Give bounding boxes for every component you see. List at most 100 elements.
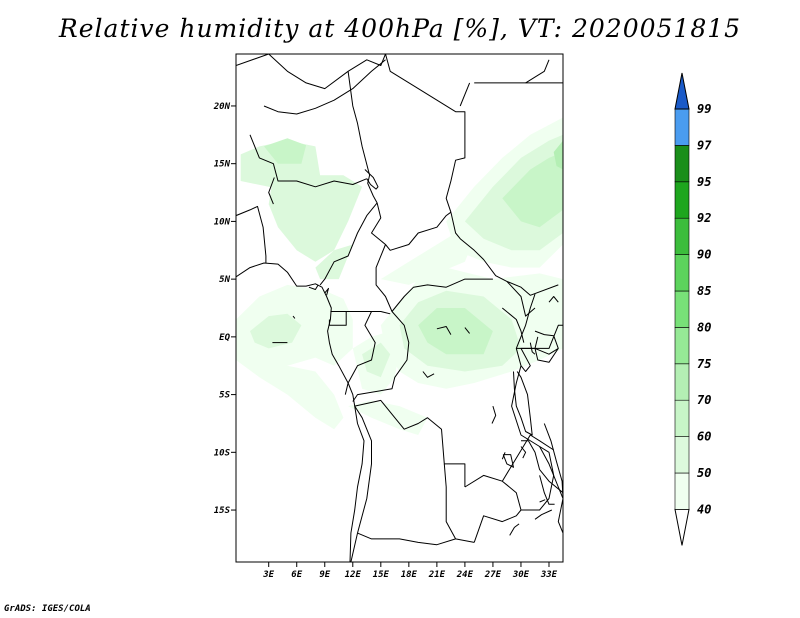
boundary-layer [236,54,563,562]
humidity-region-5 [236,360,344,430]
coastline-18 [502,454,514,468]
country-border-25 [520,348,531,372]
country-border-13 [375,244,493,312]
country-border-0 [236,54,269,66]
lon-tick-label: 21E [428,570,446,580]
map-axes: 20N 15N 10N 5N EQ 5S 10S 15S 3E 6E 9E 12E 15E 18E 21E 2… [213,102,558,580]
coastline-0 [236,262,365,562]
colorbar-segment-0 [674,472,690,510]
coastline-11 [308,284,319,290]
colorbar-label: 75 [697,357,711,371]
lon-tick-label: 18E [401,570,418,580]
country-border-5 [385,54,466,213]
lon-tick-label: 3E [262,570,274,580]
colorbar-label: 92 [697,211,711,225]
country-border-19 [354,399,466,487]
country-border-21 [357,532,456,546]
coastline-22 [509,523,520,536]
colorbar-label: 99 [697,102,711,116]
lat-tick-label: 5S [219,391,230,401]
colorbar-label: 90 [697,248,711,262]
coastline-7 [539,475,555,505]
colorbar-low-end [674,508,690,546]
colorbar-segment-7 [674,217,690,255]
colorbar-label: 80 [697,320,711,334]
country-border-26 [506,281,536,317]
country-border-11 [450,212,559,296]
lat-tick-label: 5N [219,275,230,285]
coastline-23 [539,499,546,503]
humidity-region-13 [380,233,475,285]
coastline-6 [548,296,559,303]
humidity-region-1 [264,138,307,164]
lon-tick-label: 6E [291,570,302,580]
coastline-14 [436,326,452,335]
country-border-6 [459,82,471,107]
lon-tick-label: 15E [373,570,390,580]
humidity-region-4 [250,313,302,349]
coastline-10 [364,169,379,190]
coastline-16 [422,371,435,378]
country-border-12 [319,202,378,286]
coastline-3 [521,440,563,494]
country-border-29 [539,446,563,499]
colorbar-segment-10 [674,108,690,146]
country-border-22 [464,293,555,511]
country-border-4 [347,71,374,197]
humidity-region-9 [418,308,493,355]
coastline-21 [534,509,553,520]
colorbar-segment-9 [674,145,690,183]
coastline-13 [292,315,296,319]
coastline-9 [525,59,550,84]
map-frame [235,53,564,563]
lat-tick-label: 15N [214,160,231,170]
humidity-region-16 [502,152,563,228]
country-border-20 [443,463,475,543]
country-border-17 [352,311,410,402]
country-border-1 [268,54,386,90]
lat-tick-label: 10N [214,217,231,227]
lat-tick-label: 10S [214,448,231,458]
coastline-20 [501,452,506,460]
coastline-5 [529,342,536,355]
lat-tick-label: 20N [213,102,231,112]
country-border-8 [236,205,267,263]
lon-tick-label: 33E [540,570,558,580]
lon-tick-label: 24E [456,570,474,580]
colorbar-segment-3 [674,363,690,401]
country-border-28 [501,434,554,482]
chart-title: Relative humidity at 400hPa [%], VT: 202… [58,14,742,43]
colorbar-label: 40 [697,502,711,516]
grads-credit: GrADS: IGES/COLA [4,604,91,614]
country-border-23 [473,509,522,543]
lon-tick-label: 9E [319,570,330,580]
colorbar-label: 70 [697,393,711,407]
country-border-18 [350,405,372,562]
country-border-27 [516,347,559,355]
coastline-4 [534,330,559,363]
humidity-region-17 [553,140,563,170]
colorbar-label: 50 [697,466,711,480]
lon-tick-label: 30E [512,570,530,580]
humidity-region-12 [348,400,428,435]
colorbar-label: 97 [697,138,712,152]
lon-tick-label: 27E [484,570,502,580]
colorbar-segment-6 [674,254,690,292]
colorbar-segment-8 [674,181,690,219]
coastline-17 [491,405,497,424]
coastline-15 [464,327,470,334]
country-border-10 [371,195,452,251]
coastline-1 [501,307,525,343]
country-border-3 [249,134,367,188]
colorbar-segment-1 [674,436,690,474]
country-border-14 [330,311,391,315]
lat-tick-label: 15S [214,506,231,516]
colorbar-label: 60 [697,430,711,444]
lat-tick-label: EQ [219,333,230,343]
colorbar-segment-5 [674,290,690,328]
coastline-8 [543,423,563,534]
colorbar-label: 85 [697,284,711,298]
colorbar-high-end [674,72,690,110]
country-border-2 [263,59,386,115]
